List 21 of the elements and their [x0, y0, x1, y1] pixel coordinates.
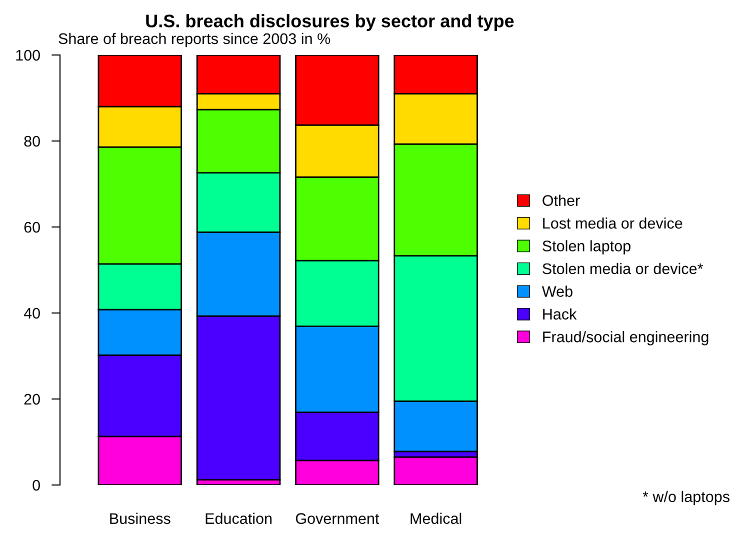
- y-tick-label: 60: [24, 222, 40, 233]
- bar: [394, 456, 478, 485]
- text: * w/o laptops: [642, 490, 730, 506]
- legend-label: Stolen laptop: [542, 240, 630, 254]
- y-tick-label: 100: [16, 50, 40, 61]
- y-tick-label: 0: [32, 480, 40, 491]
- x-tick-label: Education: [206, 512, 272, 524]
- x-tick-label: Business: [110, 512, 170, 524]
- x-tick-label: Medical: [410, 512, 462, 524]
- legend-label: Fraud/social engineering: [543, 331, 708, 346]
- y-tick-label: 40: [24, 308, 40, 319]
- chart-title: U.S. breach disclosures by sector and type: [146, 14, 514, 31]
- legend-label: Stolen media or device*: [542, 262, 704, 274]
- legend-label: Lost media or device: [543, 217, 682, 229]
- chart-subtitle: Share of breach reports since 2003 in %: [58, 32, 330, 48]
- legend-label: Other: [542, 194, 580, 206]
- x-tick-label: Government: [296, 513, 380, 524]
- y-tick-label: 20: [24, 394, 40, 405]
- legend-label: Hack: [543, 308, 577, 320]
- y-tick-label: 80: [24, 136, 40, 147]
- legend-label: Web: [542, 286, 572, 297]
